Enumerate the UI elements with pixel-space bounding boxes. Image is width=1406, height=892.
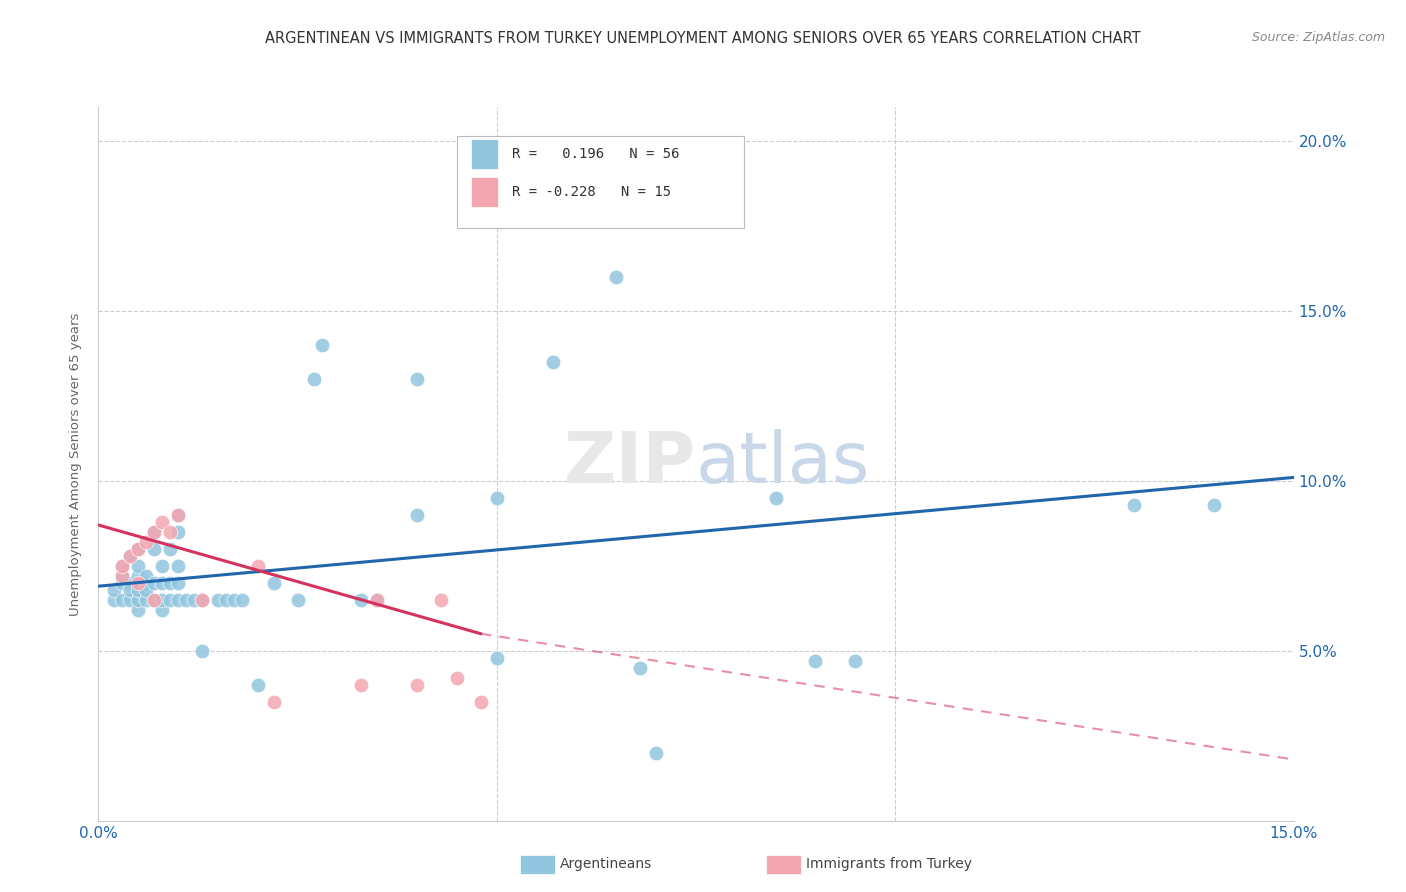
- Point: [127, 582, 149, 597]
- Point: [485, 491, 508, 505]
- Point: [167, 575, 190, 590]
- Point: [143, 592, 166, 607]
- Point: [111, 569, 134, 583]
- Point: [246, 678, 269, 692]
- Point: [127, 569, 149, 583]
- Point: [111, 558, 134, 573]
- Point: [143, 541, 166, 556]
- Point: [150, 592, 173, 607]
- Point: [191, 592, 214, 607]
- Point: [191, 592, 214, 607]
- Text: R = -0.228   N = 15: R = -0.228 N = 15: [512, 185, 671, 199]
- Point: [150, 515, 173, 529]
- Point: [135, 535, 157, 549]
- Point: [150, 575, 173, 590]
- Point: [446, 671, 468, 685]
- Text: Argentineans: Argentineans: [560, 857, 652, 871]
- Point: [120, 592, 142, 607]
- Point: [127, 541, 149, 556]
- Point: [541, 355, 564, 369]
- Text: atlas: atlas: [696, 429, 870, 499]
- Point: [246, 558, 269, 573]
- Point: [143, 592, 166, 607]
- Point: [628, 661, 651, 675]
- Point: [645, 746, 668, 760]
- Point: [150, 558, 173, 573]
- Point: [1123, 498, 1146, 512]
- Point: [167, 508, 190, 522]
- Point: [765, 491, 787, 505]
- Point: [287, 592, 309, 607]
- Point: [167, 592, 190, 607]
- Point: [167, 508, 190, 522]
- Point: [207, 592, 229, 607]
- Point: [103, 582, 125, 597]
- Point: [111, 575, 134, 590]
- Point: [143, 524, 166, 539]
- Point: [143, 524, 166, 539]
- Point: [135, 582, 157, 597]
- Point: [406, 678, 429, 692]
- Point: [103, 592, 125, 607]
- Point: [191, 644, 214, 658]
- Point: [127, 541, 149, 556]
- Point: [120, 575, 142, 590]
- Point: [215, 592, 238, 607]
- Point: [159, 524, 181, 539]
- Point: [167, 524, 190, 539]
- Point: [111, 558, 134, 573]
- Point: [111, 569, 134, 583]
- Point: [135, 592, 157, 607]
- Point: [167, 558, 190, 573]
- Point: [111, 592, 134, 607]
- Bar: [471, 177, 498, 207]
- Point: [159, 592, 181, 607]
- Point: [159, 575, 181, 590]
- Point: [127, 603, 149, 617]
- Point: [135, 575, 157, 590]
- Point: [605, 269, 627, 284]
- Point: [135, 569, 157, 583]
- Point: [143, 575, 166, 590]
- Y-axis label: Unemployment Among Seniors over 65 years: Unemployment Among Seniors over 65 years: [69, 312, 83, 615]
- Point: [302, 372, 325, 386]
- Text: ARGENTINEAN VS IMMIGRANTS FROM TURKEY UNEMPLOYMENT AMONG SENIORS OVER 65 YEARS C: ARGENTINEAN VS IMMIGRANTS FROM TURKEY UN…: [266, 31, 1140, 46]
- Point: [231, 592, 253, 607]
- Point: [430, 592, 453, 607]
- Point: [159, 541, 181, 556]
- Point: [263, 695, 285, 709]
- Point: [120, 549, 142, 563]
- Point: [311, 338, 333, 352]
- Point: [127, 558, 149, 573]
- Point: [120, 582, 142, 597]
- Point: [183, 592, 205, 607]
- Text: ZIP: ZIP: [564, 429, 696, 499]
- FancyBboxPatch shape: [457, 136, 744, 228]
- Point: [222, 592, 245, 607]
- Point: [470, 695, 492, 709]
- Bar: [471, 139, 498, 169]
- Point: [263, 575, 285, 590]
- Point: [174, 592, 197, 607]
- Point: [120, 549, 142, 563]
- Point: [1202, 498, 1225, 512]
- Point: [804, 654, 827, 668]
- Point: [844, 654, 866, 668]
- Point: [366, 592, 388, 607]
- Point: [366, 592, 388, 607]
- Text: Source: ZipAtlas.com: Source: ZipAtlas.com: [1251, 31, 1385, 45]
- Point: [406, 372, 429, 386]
- Point: [350, 592, 373, 607]
- Text: Immigrants from Turkey: Immigrants from Turkey: [806, 857, 972, 871]
- Text: R =   0.196   N = 56: R = 0.196 N = 56: [512, 147, 679, 161]
- Point: [406, 508, 429, 522]
- Point: [350, 678, 373, 692]
- Point: [485, 650, 508, 665]
- Point: [127, 575, 149, 590]
- Point: [150, 603, 173, 617]
- Point: [127, 592, 149, 607]
